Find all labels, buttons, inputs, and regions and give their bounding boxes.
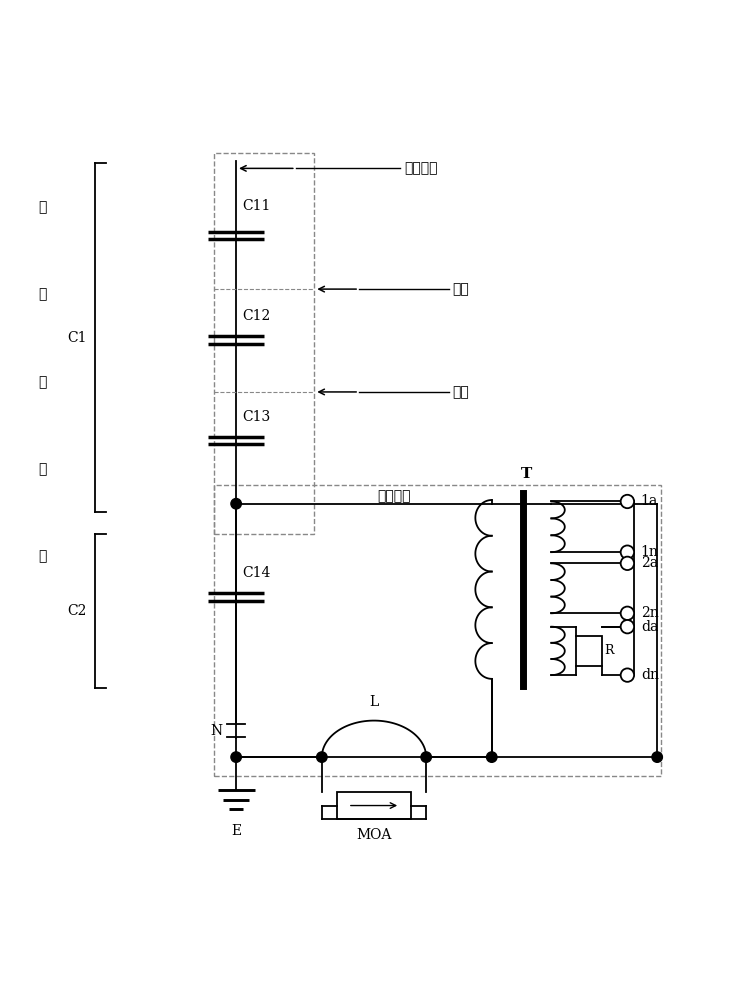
Text: 压: 压 [38, 462, 46, 476]
Text: C2: C2 [68, 604, 87, 618]
Text: 电: 电 [38, 200, 46, 214]
Text: C13: C13 [242, 410, 270, 424]
Circle shape [621, 545, 634, 559]
Circle shape [621, 495, 634, 508]
Circle shape [621, 557, 634, 570]
Text: 2n: 2n [641, 606, 658, 620]
Circle shape [316, 752, 327, 762]
Text: C12: C12 [242, 309, 270, 323]
Text: 1a: 1a [641, 494, 658, 508]
Text: C14: C14 [242, 566, 271, 580]
Circle shape [486, 752, 497, 762]
Text: T: T [521, 467, 533, 481]
Text: da: da [641, 620, 658, 634]
Bar [214, 485, 661, 776]
Bar [214, 153, 314, 534]
Text: 电磁单元: 电磁单元 [378, 489, 411, 503]
Text: C1: C1 [67, 331, 87, 345]
Circle shape [621, 620, 634, 633]
Text: MOA: MOA [356, 828, 392, 842]
Circle shape [621, 607, 634, 620]
Text: 法兰: 法兰 [453, 282, 469, 296]
Circle shape [231, 752, 242, 762]
Bar [575, 636, 601, 666]
Text: R: R [604, 644, 613, 657]
Text: dn: dn [641, 668, 659, 682]
Circle shape [231, 499, 242, 509]
Text: 容: 容 [38, 287, 46, 301]
Text: 法兰: 法兰 [453, 385, 469, 399]
Circle shape [621, 668, 634, 682]
Text: 1n: 1n [641, 545, 659, 559]
Text: 2a: 2a [641, 556, 658, 570]
Text: 高压引线: 高压引线 [404, 161, 438, 175]
Circle shape [652, 752, 663, 762]
Bar [337, 792, 411, 819]
Text: E: E [231, 824, 241, 838]
Circle shape [421, 752, 432, 762]
Text: 器: 器 [38, 550, 46, 564]
Text: L: L [370, 695, 378, 709]
Text: C11: C11 [242, 199, 271, 213]
Text: N: N [211, 724, 223, 738]
Text: 分: 分 [38, 375, 46, 389]
